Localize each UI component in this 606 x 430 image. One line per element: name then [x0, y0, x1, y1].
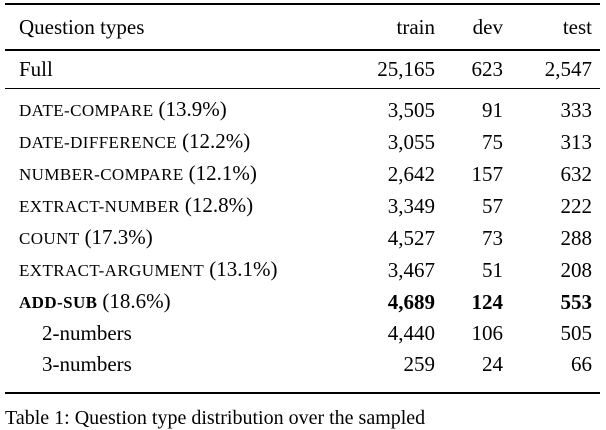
row-label: DATE-COMPARE (13.9%) — [5, 89, 317, 127]
row-label: NUMBER-COMPARE (12.1%) — [5, 158, 317, 190]
cell-dev: 24 — [482, 352, 503, 376]
table-row-extract-number: EXTRACT-NUMBER (12.8%) 3,349 57 222 — [5, 190, 600, 222]
full-section: Full 25,165 623 2,547 — [5, 50, 600, 89]
type-name: ADD-SUB — [19, 293, 98, 312]
cell-train: 259 — [403, 352, 436, 376]
table-row-count: COUNT (17.3%) 4,527 73 288 — [5, 222, 600, 254]
table-row-extract-argument: EXTRACT-ARGUMENT (13.1%) 3,467 51 208 — [5, 254, 600, 286]
row-label: DATE-DIFFERENCE (12.2%) — [5, 126, 317, 158]
question-type-table: Question types train dev test Full 25,16… — [5, 3, 600, 394]
type-percentage: (13.1%) — [209, 257, 278, 281]
cell-test: 505 — [560, 321, 593, 345]
cell-dev: 75 — [482, 129, 503, 154]
subtype-name: 3-numbers — [42, 352, 132, 376]
type-percentage: (12.1%) — [188, 161, 257, 185]
cell-train: 4,440 — [387, 321, 435, 345]
cell-dev: 91 — [482, 97, 503, 122]
type-name: DATE-DIFFERENCE — [19, 133, 178, 152]
cell-test: 208 — [560, 257, 593, 282]
cell-dev: 51 — [482, 257, 503, 282]
cell-test: 288 — [560, 225, 593, 250]
type-percentage: (12.2%) — [182, 129, 251, 153]
table-row-add-sub: ADD-SUB (18.6%) 4,689 124 553 — [5, 286, 600, 318]
header-dev: dev — [435, 4, 503, 51]
table-header: Question types train dev test — [5, 4, 600, 51]
header-question-types: Question types — [5, 4, 317, 51]
cell-train: 3,349 — [387, 193, 435, 218]
header-row: Question types train dev test — [5, 4, 600, 51]
table-row-full: Full 25,165 623 2,547 — [5, 50, 600, 89]
cell-test: 66 — [571, 352, 592, 376]
row-label: ADD-SUB (18.6%) — [5, 286, 317, 318]
cell-test: 632 — [560, 161, 593, 186]
type-name: NUMBER-COMPARE — [19, 165, 184, 184]
table-caption: Table 1: Question type distribution over… — [5, 407, 426, 429]
full-train: 25,165 — [317, 50, 435, 89]
cell-train: 3,505 — [387, 97, 435, 122]
type-rows-section: DATE-COMPARE (13.9%) 3,505 91 333 DATE-DI… — [5, 89, 600, 394]
cell-dev: 106 — [471, 321, 504, 345]
table-row-2-numbers: 2-numbers 4,440 106 505 — [5, 318, 600, 349]
type-percentage: (12.8%) — [184, 193, 254, 217]
type-name: EXTRACT-NUMBER — [19, 197, 180, 216]
table-row-date-compare: DATE-COMPARE (13.9%) 3,505 91 333 — [5, 89, 600, 127]
row-label: 2-numbers — [5, 318, 317, 349]
full-test: 2,547 — [503, 50, 600, 89]
question-type-table-wrap: Question types train dev test Full 25,16… — [5, 3, 600, 394]
subtype-name: 2-numbers — [42, 321, 132, 345]
type-percentage: (17.3%) — [84, 225, 153, 249]
type-percentage: (13.9%) — [158, 97, 227, 121]
cell-test: 333 — [560, 97, 593, 122]
cell-dev: 157 — [471, 161, 504, 186]
cell-test: 313 — [560, 129, 593, 154]
row-label: 3-numbers — [5, 349, 317, 393]
cell-dev: 57 — [482, 193, 503, 218]
cell-train: 4,689 — [387, 289, 435, 314]
row-label: EXTRACT-ARGUMENT (13.1%) — [5, 254, 317, 286]
cell-dev: 124 — [471, 289, 504, 314]
cell-test: 222 — [560, 193, 593, 218]
table-row-3-numbers: 3-numbers 259 24 66 — [5, 349, 600, 393]
table-row-date-difference: DATE-DIFFERENCE (12.2%) 3,055 75 313 — [5, 126, 600, 158]
header-train: train — [317, 4, 435, 51]
type-percentage: (18.6%) — [102, 289, 171, 313]
full-label: Full — [5, 50, 317, 89]
type-name: DATE-COMPARE — [19, 101, 154, 120]
table-row-number-compare: NUMBER-COMPARE (12.1%) 2,642 157 632 — [5, 158, 600, 190]
cell-dev: 73 — [482, 225, 503, 250]
cell-train: 3,467 — [387, 257, 435, 282]
cell-train: 2,642 — [387, 161, 435, 186]
full-dev: 623 — [435, 50, 503, 89]
cell-test: 553 — [560, 289, 593, 314]
header-test: test — [503, 4, 600, 51]
type-name: COUNT — [19, 229, 80, 248]
row-label: COUNT (17.3%) — [5, 222, 317, 254]
type-name: EXTRACT-ARGUMENT — [19, 261, 205, 280]
cell-train: 4,527 — [387, 225, 435, 250]
cell-train: 3,055 — [387, 129, 435, 154]
row-label: EXTRACT-NUMBER (12.8%) — [5, 190, 317, 222]
